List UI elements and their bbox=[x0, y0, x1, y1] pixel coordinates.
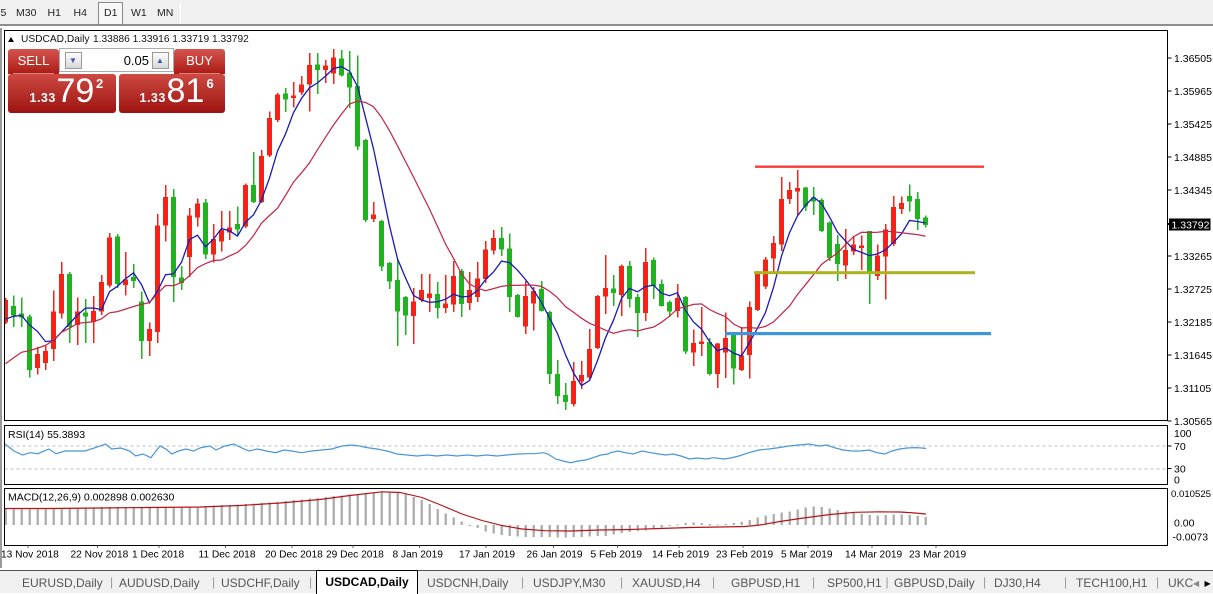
svg-text:5 Mar 2019: 5 Mar 2019 bbox=[781, 550, 833, 561]
svg-text:20 Dec 2018: 20 Dec 2018 bbox=[265, 550, 323, 561]
svg-text:14 Mar 2019: 14 Mar 2019 bbox=[845, 550, 903, 561]
svg-text:MACD(12,26,9) 0.002898 0.00263: MACD(12,26,9) 0.002898 0.002630 bbox=[8, 492, 175, 504]
svg-text:23 Mar 2019: 23 Mar 2019 bbox=[909, 550, 967, 561]
svg-text:100: 100 bbox=[1174, 428, 1192, 440]
svg-text:1.35425: 1.35425 bbox=[1174, 119, 1212, 131]
svg-text:14 Feb 2019: 14 Feb 2019 bbox=[652, 550, 710, 561]
svg-text:70: 70 bbox=[1174, 441, 1186, 453]
svg-text:29 Dec 2018: 29 Dec 2018 bbox=[326, 550, 384, 561]
svg-text:11 Dec 2018: 11 Dec 2018 bbox=[199, 550, 256, 561]
svg-text:RSI(14) 55.3893: RSI(14) 55.3893 bbox=[8, 429, 85, 441]
svg-text:1.31645: 1.31645 bbox=[1174, 350, 1212, 362]
svg-text:22 Nov 2018: 22 Nov 2018 bbox=[71, 550, 129, 561]
svg-text:17 Jan 2019: 17 Jan 2019 bbox=[459, 550, 515, 561]
svg-text:1.34885: 1.34885 bbox=[1174, 152, 1212, 164]
svg-text:8 Jan 2019: 8 Jan 2019 bbox=[393, 550, 444, 561]
svg-text:1.34345: 1.34345 bbox=[1174, 185, 1212, 197]
svg-text:1.33792: 1.33792 bbox=[1172, 220, 1210, 232]
svg-text:23 Feb 2019: 23 Feb 2019 bbox=[716, 550, 774, 561]
svg-text:1.33265: 1.33265 bbox=[1174, 251, 1212, 263]
svg-text:30: 30 bbox=[1174, 464, 1186, 476]
svg-text:1.36505: 1.36505 bbox=[1174, 53, 1212, 65]
svg-text:0.010525: 0.010525 bbox=[1171, 489, 1211, 500]
svg-text:-0.0073: -0.0073 bbox=[1173, 532, 1209, 544]
svg-text:1.32725: 1.32725 bbox=[1174, 284, 1212, 296]
svg-text:1.31105: 1.31105 bbox=[1174, 383, 1211, 395]
svg-text:5 Feb 2019: 5 Feb 2019 bbox=[591, 550, 643, 561]
svg-text:0.00: 0.00 bbox=[1174, 518, 1195, 530]
svg-text:13 Nov 2018: 13 Nov 2018 bbox=[1, 550, 59, 561]
svg-text:1.35965: 1.35965 bbox=[1174, 86, 1212, 98]
svg-text:1.32185: 1.32185 bbox=[1174, 317, 1212, 329]
svg-text:1.30565: 1.30565 bbox=[1174, 416, 1212, 428]
svg-text:0: 0 bbox=[1174, 474, 1180, 486]
svg-text:1 Dec 2018: 1 Dec 2018 bbox=[132, 550, 184, 561]
svg-text:26 Jan 2019: 26 Jan 2019 bbox=[527, 550, 583, 561]
